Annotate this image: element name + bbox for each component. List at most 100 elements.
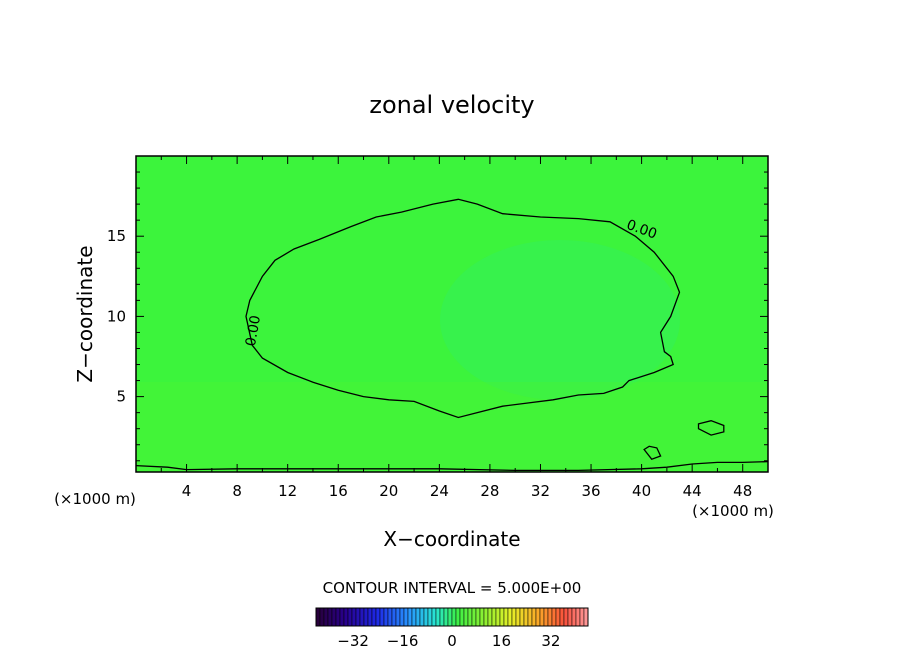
- contour-line-0: [245, 198, 681, 419]
- colorbar-swatch: [479, 607, 485, 627]
- colorbar-swatch: [503, 607, 509, 627]
- x-tick-label: 20: [379, 482, 398, 500]
- x-unit-right: (×1000 m): [692, 502, 774, 520]
- colorbar-swatch: [563, 607, 569, 627]
- colorbar-swatch: [375, 607, 381, 627]
- colorbar-swatch: [323, 607, 329, 627]
- colorbar-tick-label: 32: [541, 632, 560, 650]
- colorbar-swatch: [371, 607, 377, 627]
- colorbar-swatch: [515, 607, 521, 627]
- x-tick-label: 4: [182, 482, 192, 500]
- x-tick-label: 36: [581, 482, 600, 500]
- colorbar-swatch: [483, 607, 489, 627]
- colorbar-swatch: [519, 607, 525, 627]
- colorbar-swatch: [439, 607, 445, 627]
- colorbar-swatch: [411, 607, 417, 627]
- colorbar-frame: [315, 607, 589, 627]
- colorbar-swatch: [443, 607, 449, 627]
- colorbar-swatch: [547, 607, 553, 627]
- colorbar-swatch: [555, 607, 561, 627]
- colorbar-swatch: [499, 607, 505, 627]
- colorbar-swatch: [331, 607, 337, 627]
- colorbar-tick-label: −32: [337, 632, 369, 650]
- colorbar-swatch: [339, 607, 345, 627]
- colorbar-tick-label: 16: [492, 632, 511, 650]
- colorbar-swatch: [367, 607, 373, 627]
- contour-line-1: [697, 420, 725, 436]
- colorbar-swatch: [507, 607, 513, 627]
- colorbar-swatch: [511, 607, 517, 627]
- colorbar: [315, 607, 589, 627]
- x-unit-left: (×1000 m): [54, 490, 136, 508]
- colorbar-swatch: [327, 607, 333, 627]
- colorbar-swatch: [407, 607, 413, 627]
- y-tick-label: 10: [107, 307, 126, 325]
- x-tick-label: 44: [683, 482, 702, 500]
- colorbar-swatch: [571, 607, 577, 627]
- colorbar-swatch: [559, 607, 565, 627]
- contour-line-3: [135, 460, 769, 472]
- colorbar-swatch: [475, 607, 481, 627]
- colorbar-swatch: [415, 607, 421, 627]
- colorbar-swatch: [455, 607, 461, 627]
- colorbar-swatch: [383, 607, 389, 627]
- x-axis-label: X−coordinate: [383, 527, 520, 551]
- x-tick-label: 32: [531, 482, 550, 500]
- colorbar-swatch: [319, 607, 325, 627]
- plot-frame: [135, 155, 769, 473]
- colorbar-swatch: [535, 607, 541, 627]
- x-tick-label: 16: [329, 482, 348, 500]
- colorbar-swatch: [579, 607, 585, 627]
- colorbar-swatch: [363, 607, 369, 627]
- colorbar-swatch: [495, 607, 501, 627]
- colorbar-tick-label: −16: [387, 632, 419, 650]
- colorbar-swatch: [435, 607, 441, 627]
- x-tick-label: 40: [632, 482, 651, 500]
- colorbar-swatch: [335, 607, 341, 627]
- colorbar-swatch: [447, 607, 453, 627]
- colorbar-swatch: [387, 607, 393, 627]
- colorbar-swatch: [399, 607, 405, 627]
- colorbar-swatch: [551, 607, 557, 627]
- x-tick-label: 28: [480, 482, 499, 500]
- contour-line-2: [643, 445, 662, 460]
- colorbar-swatch: [315, 607, 321, 627]
- colorbar-swatch: [351, 607, 357, 627]
- contour-label-1: 0.00: [243, 314, 264, 347]
- colorbar-swatch: [379, 607, 385, 627]
- colorbar-swatch: [391, 607, 397, 627]
- colorbar-swatch: [467, 607, 473, 627]
- colorbar-swatch: [531, 607, 537, 627]
- colorbar-swatch: [395, 607, 401, 627]
- colorbar-swatch: [575, 607, 581, 627]
- colorbar-swatch: [427, 607, 433, 627]
- colorbar-swatch: [347, 607, 353, 627]
- colorbar-swatch: [463, 607, 469, 627]
- colorbar-swatch: [491, 607, 497, 627]
- velocity-field: [136, 156, 768, 472]
- colorbar-tick-label: 0: [447, 632, 457, 650]
- colorbar-swatch: [343, 607, 349, 627]
- colorbar-swatch: [451, 607, 457, 627]
- colorbar-swatch: [539, 607, 545, 627]
- x-tick-label: 12: [278, 482, 297, 500]
- colorbar-swatch: [567, 607, 573, 627]
- field-shading-core: [440, 240, 680, 400]
- chart-title: zonal velocity: [369, 91, 534, 119]
- colorbar-swatch: [583, 607, 589, 627]
- colorbar-swatch: [523, 607, 529, 627]
- contour-interval-label: CONTOUR INTERVAL = 5.000E+00: [323, 579, 582, 597]
- y-tick-label: 5: [116, 388, 126, 406]
- colorbar-swatch: [487, 607, 493, 627]
- colorbar-swatch: [527, 607, 533, 627]
- colorbar-swatch: [355, 607, 361, 627]
- colorbar-swatch: [419, 607, 425, 627]
- field-shading-lower: [136, 382, 768, 472]
- x-tick-label: 8: [232, 482, 242, 500]
- colorbar-swatch: [403, 607, 409, 627]
- colorbar-swatch: [471, 607, 477, 627]
- colorbar-swatch: [543, 607, 549, 627]
- y-tick-label: 15: [107, 227, 126, 245]
- colorbar-swatch: [459, 607, 465, 627]
